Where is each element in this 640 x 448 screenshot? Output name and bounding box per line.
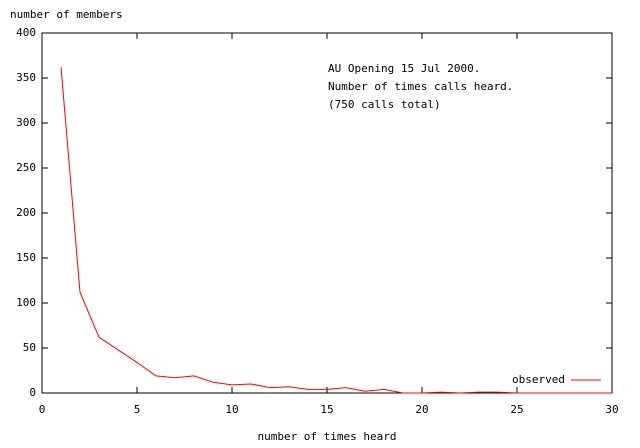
x-tick-label: 20 <box>415 403 428 416</box>
y-tick-label: 350 <box>16 71 36 84</box>
y-tick-label: 150 <box>16 251 36 264</box>
y-tick-label: 50 <box>23 341 36 354</box>
annotation: (750 calls total) <box>328 98 441 111</box>
x-tick-label: 25 <box>510 403 523 416</box>
y-tick-label: 250 <box>16 161 36 174</box>
x-axis-label: number of times heard <box>257 430 396 443</box>
y-tick-label: 300 <box>16 116 36 129</box>
annotation: Number of times calls heard. <box>328 80 513 93</box>
annotation: AU Opening 15 Jul 2000. <box>328 62 480 75</box>
y-tick-label: 0 <box>29 386 36 399</box>
x-tick-label: 10 <box>225 403 238 416</box>
data-line <box>60 67 612 394</box>
x-tick-label: 15 <box>320 403 333 416</box>
y-tick-label: 100 <box>16 296 36 309</box>
y-tick-label: 200 <box>16 206 36 219</box>
y-tick-label: 400 <box>16 26 36 39</box>
legend-label: observed <box>512 373 565 386</box>
x-tick-label: 5 <box>134 403 141 416</box>
x-tick-label: 30 <box>605 403 618 416</box>
x-tick-label: 0 <box>39 403 46 416</box>
y-axis-label: number of members <box>10 8 123 21</box>
